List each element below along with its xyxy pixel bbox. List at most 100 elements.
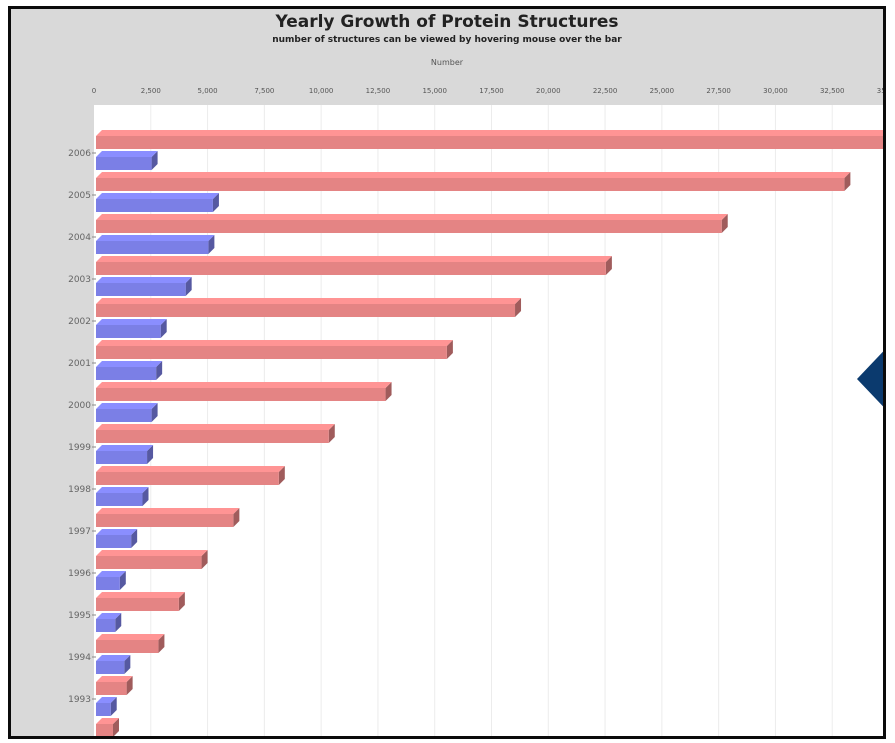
- bar-front: [96, 556, 202, 569]
- bar-top: [96, 382, 392, 388]
- bar-top: [96, 277, 192, 283]
- x-tick-label: 30,000: [763, 87, 788, 95]
- bar-new[interactable]: [96, 529, 138, 548]
- bar-front: [96, 703, 111, 716]
- bar-side: [147, 445, 154, 464]
- bar-front: [96, 157, 152, 170]
- x-axis-ticks: 0 2,500 5,000 7,500 10,000 12,500 15,000 17,500…: [92, 87, 883, 95]
- bar-side: [844, 172, 851, 191]
- chevron-left-icon[interactable]: [857, 339, 883, 419]
- bar-front: [96, 388, 386, 401]
- bar-top: [96, 613, 122, 619]
- bar-front: [96, 661, 125, 674]
- bar-new[interactable]: [96, 403, 158, 422]
- y-category-label: 2005: [68, 191, 91, 201]
- bars-layer[interactable]: [96, 130, 883, 736]
- bar-top: [96, 655, 131, 661]
- bar-side: [278, 466, 285, 485]
- bar-new[interactable]: [96, 613, 122, 632]
- bar-side: [605, 256, 612, 275]
- bar-total[interactable]: [96, 340, 453, 359]
- bar-new[interactable]: [96, 193, 219, 212]
- bar-total[interactable]: [96, 214, 728, 233]
- x-axis-label: Number: [430, 58, 464, 67]
- bar-total[interactable]: [96, 634, 165, 653]
- x-tick-label: 17,500: [479, 87, 504, 95]
- bar-top: [96, 592, 185, 598]
- bar-front: [96, 178, 845, 191]
- bar-side: [178, 592, 185, 611]
- y-category-label: 1995: [68, 611, 91, 621]
- bar-new[interactable]: [96, 361, 163, 380]
- bar-side: [156, 361, 163, 380]
- bar-total[interactable]: [96, 298, 522, 317]
- bar-top: [96, 256, 612, 262]
- bar-side: [142, 487, 149, 506]
- bar-front: [96, 220, 722, 233]
- bar-total[interactable]: [96, 718, 119, 736]
- bar-side: [185, 277, 192, 296]
- bar-total[interactable]: [96, 592, 185, 611]
- chart-subtitle: number of structures can be viewed by ho…: [272, 35, 622, 45]
- bar-front: [96, 367, 157, 380]
- bar-top: [96, 508, 240, 514]
- bar-front: [96, 535, 132, 548]
- bar-total[interactable]: [96, 676, 133, 695]
- bar-front: [96, 262, 606, 275]
- bar-top: [96, 361, 163, 367]
- x-tick-label: 0: [92, 87, 96, 95]
- bar-top: [96, 130, 883, 136]
- bar-side: [212, 193, 219, 212]
- bar-top: [96, 697, 117, 703]
- bar-front: [96, 598, 179, 611]
- bar-total[interactable]: [96, 130, 883, 149]
- bar-new[interactable]: [96, 277, 192, 296]
- y-category-label: 1999: [68, 443, 91, 453]
- bar-chart: 0 2,500 5,000 7,500 10,000 12,500 15,000 17,500…: [68, 87, 883, 736]
- bar-side: [119, 571, 126, 590]
- bar-total[interactable]: [96, 256, 612, 275]
- bar-new[interactable]: [96, 235, 215, 254]
- bar-new[interactable]: [96, 697, 117, 716]
- bar-top: [96, 235, 215, 241]
- bar-side: [160, 319, 167, 338]
- bar-side: [158, 634, 165, 653]
- bar-side: [515, 298, 522, 317]
- bar-new[interactable]: [96, 319, 167, 338]
- x-tick-label: 5,000: [198, 87, 218, 95]
- bar-total[interactable]: [96, 382, 392, 401]
- bar-front: [96, 682, 127, 695]
- y-category-label: 1997: [68, 527, 91, 537]
- x-tick-label: 35,000: [877, 87, 883, 95]
- bar-side: [124, 655, 131, 674]
- bar-total[interactable]: [96, 508, 240, 527]
- y-category-label: 2006: [68, 149, 91, 159]
- bar-front: [96, 619, 116, 632]
- bar-new[interactable]: [96, 445, 154, 464]
- bar-total[interactable]: [96, 466, 285, 485]
- bar-side: [151, 403, 158, 422]
- bar-front: [96, 283, 186, 296]
- bar-new[interactable]: [96, 487, 149, 506]
- bar-side: [208, 235, 215, 254]
- y-category-label: 1996: [68, 569, 91, 579]
- x-tick-label: 25,000: [650, 87, 675, 95]
- bar-new[interactable]: [96, 151, 158, 170]
- bar-top: [96, 718, 119, 724]
- bar-front: [96, 241, 209, 254]
- bar-top: [96, 634, 165, 640]
- bar-total[interactable]: [96, 550, 208, 569]
- bar-total[interactable]: [96, 424, 335, 443]
- bar-top: [96, 466, 285, 472]
- y-category-label: 1993: [68, 695, 91, 705]
- x-tick-label: 32,500: [820, 87, 845, 95]
- bar-total[interactable]: [96, 172, 851, 191]
- x-tick-label: 20,000: [536, 87, 561, 95]
- bar-new[interactable]: [96, 655, 131, 674]
- bar-front: [96, 640, 159, 653]
- y-category-label: 2002: [68, 317, 91, 327]
- x-tick-label: 10,000: [309, 87, 334, 95]
- bar-front: [96, 409, 152, 422]
- x-tick-label: 27,500: [706, 87, 731, 95]
- bar-new[interactable]: [96, 571, 126, 590]
